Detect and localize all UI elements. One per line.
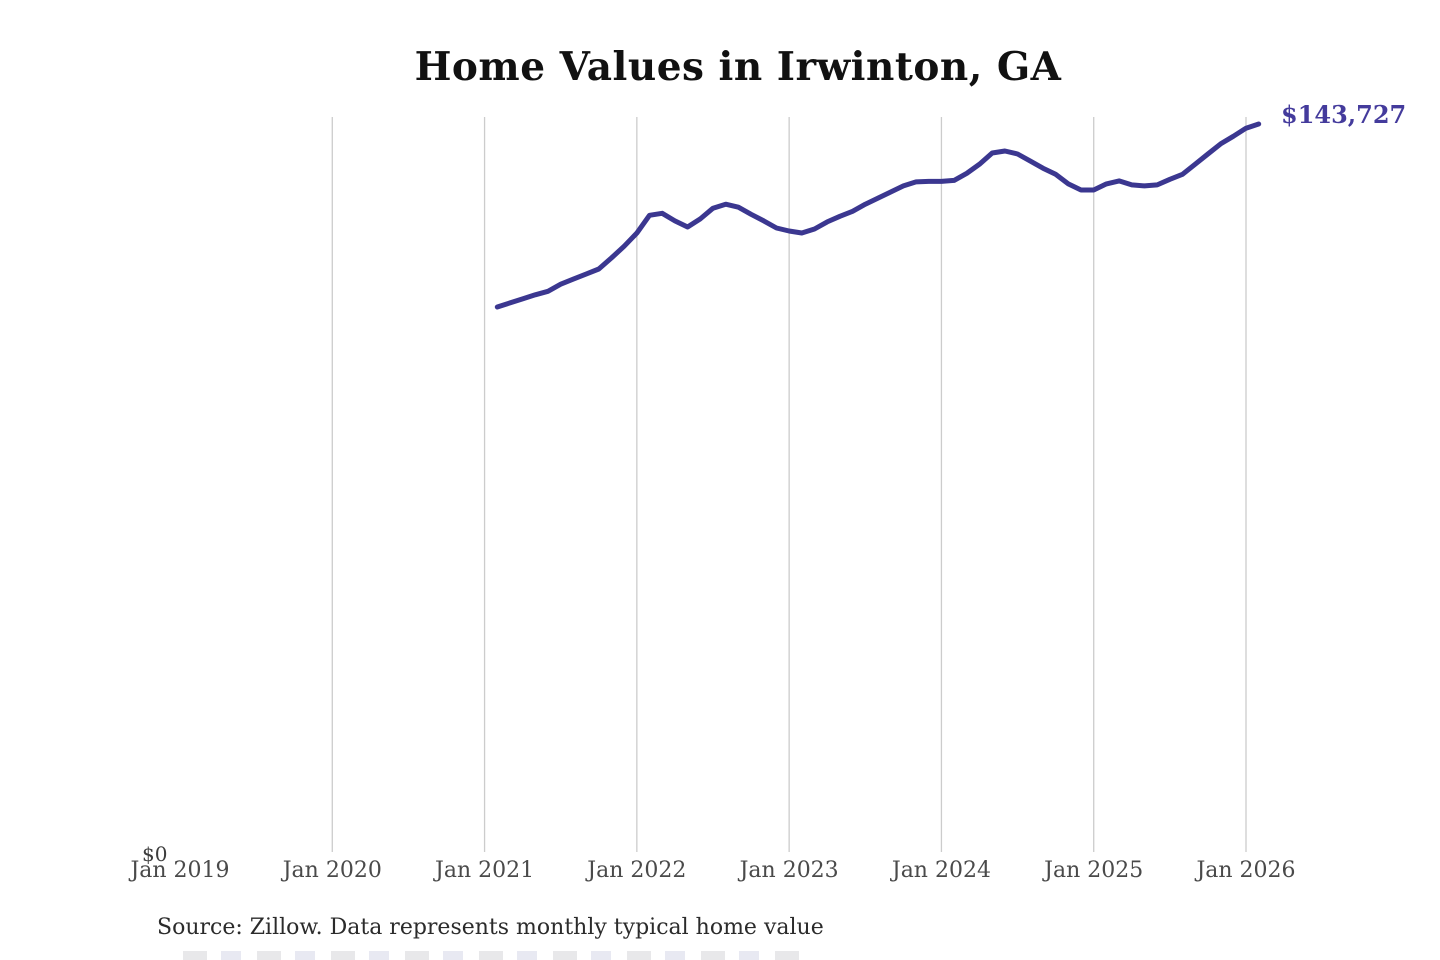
latest-value-label: $143,727 [1281, 100, 1407, 129]
source-attribution: Source: Zillow. Data represents monthly … [157, 915, 824, 940]
x-axis-label: Jan 2026 [1196, 858, 1296, 883]
cutoff-caption-fragment [183, 951, 813, 960]
x-axis-label: Jan 2025 [1044, 858, 1144, 883]
x-axis-label: Jan 2022 [587, 858, 687, 883]
x-axis-label: Jan 2019 [130, 858, 230, 883]
home-value-line-series [494, 121, 1262, 310]
x-axis-label: Jan 2024 [891, 858, 991, 883]
y-axis-zero-label: $0 [142, 842, 168, 866]
chart-title: Home Values in Irwinton, GA [414, 44, 1062, 90]
x-axis-label: Jan 2021 [435, 858, 535, 883]
x-axis-label: Jan 2023 [739, 858, 839, 883]
year-gridlines [331, 117, 1247, 852]
x-axis-label: Jan 2020 [282, 858, 382, 883]
